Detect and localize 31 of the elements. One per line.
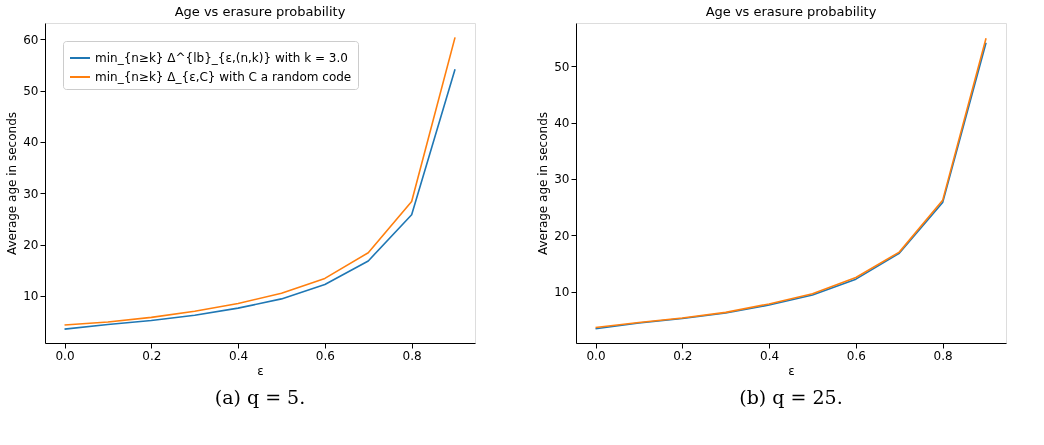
y-tick-label: 20 bbox=[23, 238, 39, 253]
legend-label: min_{n≥k} Δ^{lb}_{ε,(n,k)} with k = 3.0 bbox=[95, 51, 348, 65]
x-tick-label: 0.4 bbox=[760, 348, 780, 363]
x-tick-label: 0.8 bbox=[933, 348, 953, 363]
x-tick-label: 0.6 bbox=[846, 348, 866, 363]
y-axis-title: Average age in seconds bbox=[536, 111, 551, 256]
chart-title: Age vs erasure probability bbox=[705, 4, 877, 19]
y-tick-label: 30 bbox=[23, 186, 39, 201]
y-axis-title: Average age in seconds bbox=[5, 111, 20, 256]
text: (b) q = 25. bbox=[739, 386, 843, 408]
x-tick-label: 0.2 bbox=[142, 348, 162, 363]
x-tick-label: 0.0 bbox=[586, 348, 606, 363]
y-tick-label: 50 bbox=[554, 59, 570, 74]
y-tick-label: 30 bbox=[554, 172, 570, 187]
y-tick-label: 40 bbox=[554, 116, 570, 131]
x-axis-title: ε bbox=[788, 363, 795, 378]
y-tick-label: 40 bbox=[23, 135, 39, 150]
x-tick-label: 0.2 bbox=[673, 348, 693, 363]
y-tick-label: 50 bbox=[23, 84, 39, 99]
y-tick-label: 20 bbox=[554, 228, 570, 243]
y-tick-label: 60 bbox=[23, 32, 39, 47]
x-tick-label: 0.8 bbox=[402, 348, 422, 363]
chart-title: Age vs erasure probability bbox=[174, 4, 346, 19]
y-tick-label: 10 bbox=[23, 289, 39, 304]
x-tick-label: 0.4 bbox=[229, 348, 249, 363]
x-tick-label: 0.6 bbox=[315, 348, 335, 363]
x-tick-label: 0.0 bbox=[55, 348, 75, 363]
text: (a) q = 5. bbox=[214, 386, 306, 408]
legend-label: min_{n≥k} Δ_{ε,C} with C a random code bbox=[95, 70, 352, 84]
y-tick-label: 10 bbox=[554, 285, 570, 300]
x-axis-title: ε bbox=[257, 363, 264, 378]
